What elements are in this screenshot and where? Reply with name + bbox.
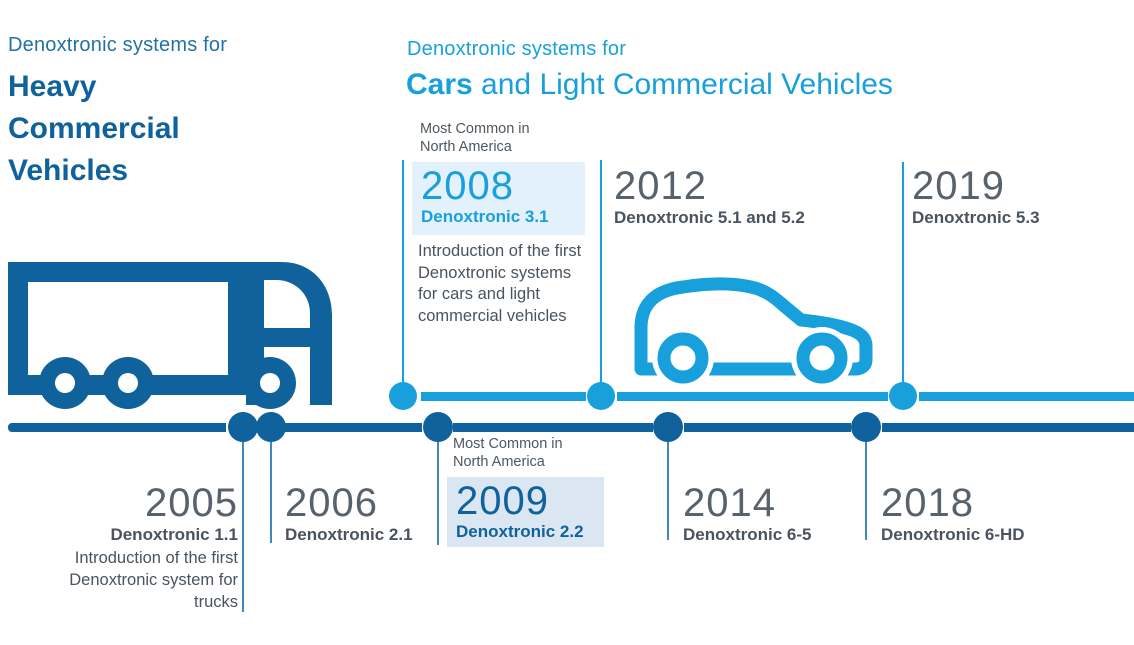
milestone-2012: 2012 Denoxtronic 5.1 and 5.2 [614, 164, 805, 228]
milestone-2009-badge: Most Common in North America [453, 436, 563, 470]
milestone-2014-year: 2014 [683, 481, 776, 525]
trucks-timeline-bar [684, 423, 851, 432]
milestone-2018-product: Denoxtronic 6-HD [881, 525, 1025, 544]
connector-2014 [667, 440, 669, 540]
connector-2019 [902, 162, 904, 390]
connector-2006 [270, 440, 272, 543]
cars-header-title-bold: Cars [406, 68, 473, 101]
milestone-2009-year: 2009 [456, 479, 549, 523]
cars-timeline-bar [617, 392, 888, 401]
connector-2009 [437, 440, 439, 545]
milestone-2006: 2006 Denoxtronic 2.1 [285, 481, 413, 545]
milestone-2012-product: Denoxtronic 5.1 and 5.2 [614, 208, 805, 227]
trucks-timeline-dot-2005 [228, 412, 258, 442]
milestone-2019-year: 2019 [912, 164, 1005, 208]
cars-header-eyebrow: Denoxtronic systems for [407, 38, 627, 60]
milestone-2014-product: Denoxtronic 6-5 [683, 525, 812, 544]
car-icon [634, 277, 873, 388]
cars-timeline-dot-2012 [587, 382, 615, 410]
milestone-2008-year: 2008 [421, 164, 514, 208]
milestone-2005-description: Introduction of the first Denoxtronic sy… [69, 549, 238, 611]
milestone-2019: 2019 Denoxtronic 5.3 [912, 164, 1040, 228]
milestone-2008-description: Introduction of the first Denoxtronic sy… [418, 242, 582, 325]
cars-timeline-dot-2019 [889, 382, 917, 410]
connector-2018 [865, 440, 867, 540]
milestone-2006-product: Denoxtronic 2.1 [285, 525, 413, 544]
milestone-2018: 2018 Denoxtronic 6-HD [881, 481, 1025, 545]
trucks-timeline-bar [8, 423, 226, 432]
milestone-2019-product: Denoxtronic 5.3 [912, 208, 1040, 227]
cars-header-title: Cars and Light Commercial Vehicles [406, 68, 893, 102]
trucks-timeline-bar [285, 423, 422, 432]
milestone-2014: 2014 Denoxtronic 6-5 [683, 481, 811, 545]
trucks-timeline-dot-2006 [256, 412, 286, 442]
trucks-header-title: Heavy Commercial Vehicles [8, 70, 180, 187]
milestone-2008-badge: Most Common in North America [420, 121, 530, 155]
milestone-2008-product: Denoxtronic 3.1 [421, 207, 549, 226]
cars-timeline-dot-2008 [389, 382, 417, 410]
milestone-2005: 2005 Denoxtronic 1.1 Introduction of the… [28, 481, 238, 613]
milestone-2009-highlight-box: 2009 Denoxtronic 2.2 [447, 477, 604, 547]
trucks-timeline-bar [882, 423, 1134, 432]
connector-2012 [600, 160, 602, 390]
milestone-2005-product: Denoxtronic 1.1 [110, 525, 238, 544]
connector-2008 [402, 160, 404, 390]
cars-timeline-bar [421, 392, 586, 401]
trucks-header-eyebrow: Denoxtronic systems for [8, 34, 228, 56]
trucks-timeline-bar [453, 423, 653, 432]
milestone-2006-year: 2006 [285, 481, 378, 525]
milestone-2005-year: 2005 [145, 481, 238, 525]
truck-icon [8, 262, 332, 409]
cars-header-title-rest: and Light Commercial Vehicles [472, 68, 893, 101]
trucks-timeline-dot-2018 [851, 412, 881, 442]
milestone-2008-highlight-box: 2008 Denoxtronic 3.1 [412, 162, 585, 235]
milestone-2018-year: 2018 [881, 481, 974, 525]
cars-timeline-bar [919, 392, 1134, 401]
connector-2005 [242, 440, 244, 612]
milestone-2012-year: 2012 [614, 164, 707, 208]
trucks-timeline-dot-2014 [653, 412, 683, 442]
trucks-timeline-dot-2009 [423, 412, 453, 442]
milestone-2009-product: Denoxtronic 2.2 [456, 522, 584, 541]
